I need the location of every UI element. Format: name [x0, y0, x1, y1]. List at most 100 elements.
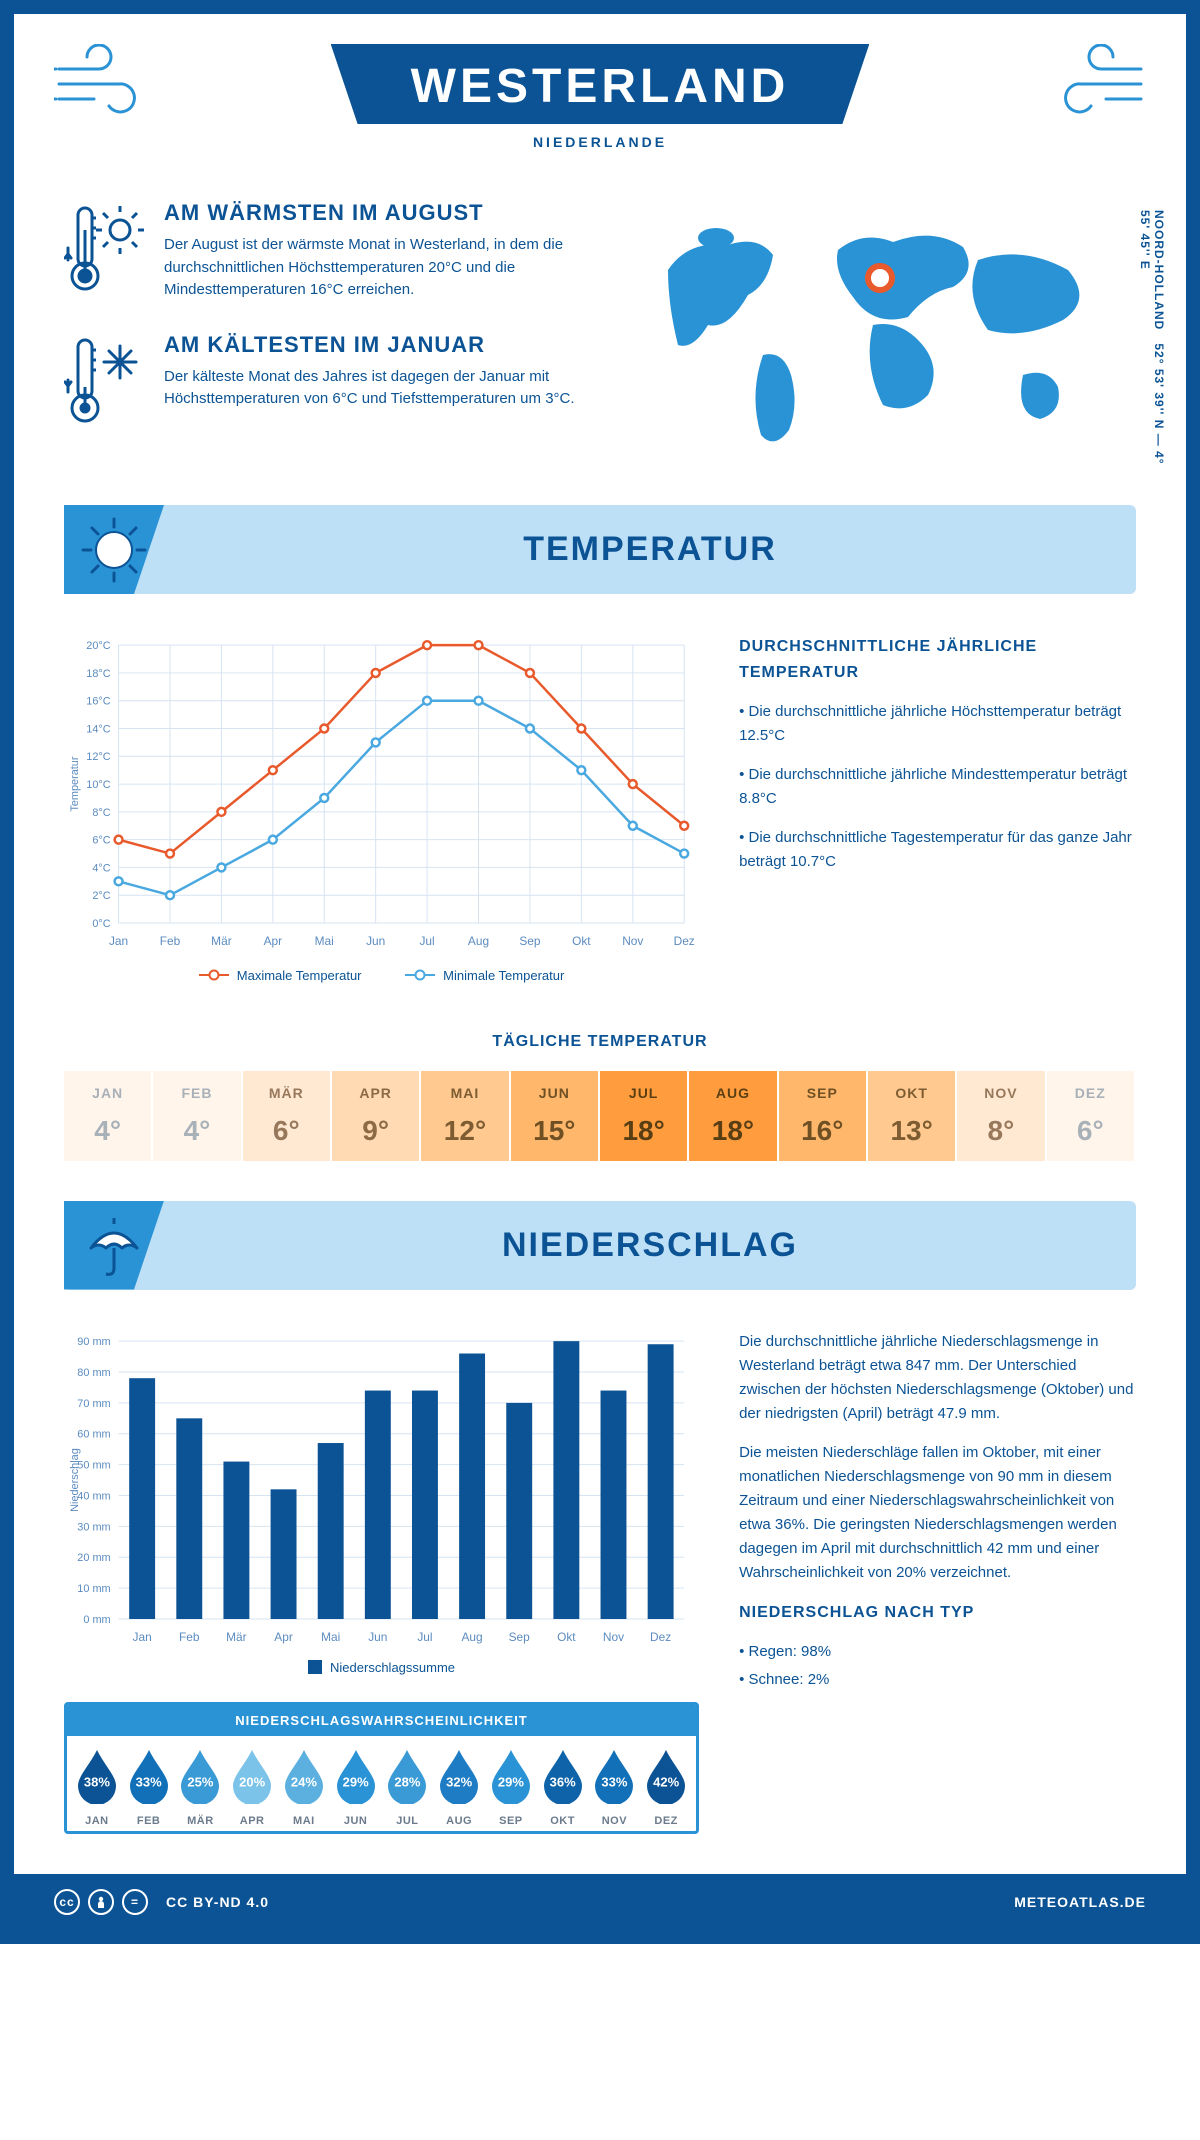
svg-text:16°C: 16°C	[86, 696, 110, 708]
raindrop-icon: 20%	[229, 1748, 275, 1809]
svg-text:8°C: 8°C	[92, 807, 110, 819]
raindrop-icon: 32%	[436, 1748, 482, 1809]
precip-content: 0 mm10 mm20 mm30 mm40 mm50 mm60 mm70 mm8…	[14, 1290, 1186, 1875]
fact-coldest: AM KÄLTESTEN IM JANUAR Der kälteste Mona…	[64, 332, 580, 432]
raindrop-icon: 36%	[540, 1748, 586, 1809]
svg-text:Feb: Feb	[179, 1629, 200, 1643]
daily-temp-cell: OKT13°	[868, 1071, 957, 1161]
precip-bar-chart: 0 mm10 mm20 mm30 mm40 mm50 mm60 mm70 mm8…	[64, 1330, 699, 1650]
precip-title: NIEDERSCHLAG	[184, 1226, 1116, 1265]
svg-text:14°C: 14°C	[86, 723, 110, 735]
daily-temp-grid: JAN4°FEB4°MÄR6°APR9°MAI12°JUN15°JUL18°AU…	[64, 1071, 1136, 1161]
header: WESTERLAND NIEDERLANDE	[14, 14, 1186, 170]
daily-temp-title: TÄGLICHE TEMPERATUR	[64, 1033, 1136, 1051]
prob-cell: 25% MÄR	[177, 1748, 225, 1827]
temperature-title: TEMPERATUR	[184, 530, 1116, 569]
svg-text:Sep: Sep	[509, 1629, 531, 1643]
svg-text:Niederschlag: Niederschlag	[69, 1448, 81, 1512]
svg-text:6°C: 6°C	[92, 835, 110, 847]
fact-warm-title: AM WÄRMSTEN IM AUGUST	[164, 200, 580, 226]
daily-temp-cell: DEZ6°	[1047, 1071, 1136, 1161]
thermometer-sun-icon	[64, 200, 144, 302]
daily-temp-cell: MAI12°	[421, 1071, 510, 1161]
prob-cell: 28% JUL	[384, 1748, 432, 1827]
svg-text:Okt: Okt	[557, 1629, 576, 1643]
temperature-content: 0°C2°C4°C6°C8°C10°C12°C14°C16°C18°C20°CJ…	[14, 594, 1186, 1023]
prob-cell: 42% DEZ	[642, 1748, 690, 1827]
page-title: WESTERLAND	[411, 59, 790, 114]
svg-text:90 mm: 90 mm	[77, 1336, 110, 1348]
svg-text:20 mm: 20 mm	[77, 1552, 110, 1564]
svg-text:0 mm: 0 mm	[83, 1613, 110, 1625]
precip-p2: Die meisten Niederschläge fallen im Okto…	[739, 1441, 1136, 1585]
svg-text:Feb: Feb	[160, 934, 181, 948]
world-map: NOORD-HOLLAND 52° 53' 39'' N — 4° 55' 45…	[620, 200, 1136, 465]
legend-max: Maximale Temperatur	[237, 968, 362, 983]
daily-temp-cell: FEB4°	[153, 1071, 242, 1161]
bar-chart-legend: Niederschlagssumme	[64, 1660, 699, 1678]
raindrop-icon: 29%	[333, 1748, 379, 1809]
svg-text:Jun: Jun	[368, 1629, 387, 1643]
prob-row: 38% JAN 33% FEB 25% MÄR 20%	[67, 1736, 696, 1831]
svg-text:Dez: Dez	[650, 1629, 671, 1643]
prob-title: NIEDERSCHLAGSWAHRSCHEINLICHKEIT	[67, 1705, 696, 1736]
prob-cell: 36% OKT	[539, 1748, 587, 1827]
daily-temp-cell: SEP16°	[779, 1071, 868, 1161]
page-subtitle: NIEDERLANDE	[14, 134, 1186, 150]
daily-temp-cell: AUG18°	[689, 1071, 778, 1161]
svg-text:20°C: 20°C	[86, 640, 110, 652]
svg-text:Mai: Mai	[321, 1629, 340, 1643]
precip-type-title: NIEDERSCHLAG NACH TYP	[739, 1600, 1136, 1626]
svg-text:Mär: Mär	[226, 1629, 247, 1643]
prob-cell: 20% APR	[228, 1748, 276, 1827]
sun-icon	[64, 505, 164, 594]
svg-text:Nov: Nov	[603, 1629, 624, 1643]
svg-text:Temperatur: Temperatur	[69, 756, 81, 812]
svg-text:Jan: Jan	[133, 1629, 152, 1643]
precip-text: Die durchschnittliche jährliche Niedersc…	[739, 1330, 1136, 1835]
intro-facts: AM WÄRMSTEN IM AUGUST Der August ist der…	[64, 200, 580, 465]
temp-text-title: DURCHSCHNITTLICHE JÄHRLICHE TEMPERATUR	[739, 634, 1136, 685]
temp-bullet-2: • Die durchschnittliche jährliche Mindes…	[739, 763, 1136, 811]
line-chart-legend: Maximale Temperatur Minimale Temperatur	[64, 964, 699, 983]
fact-cold-text: Der kälteste Monat des Jahres ist dagege…	[164, 366, 580, 411]
svg-text:Mai: Mai	[315, 934, 334, 948]
daily-temp-cell: JUL18°	[600, 1071, 689, 1161]
svg-text:12°C: 12°C	[86, 751, 110, 763]
infographic-frame: WESTERLAND NIEDERLANDE	[0, 0, 1200, 1944]
svg-text:2°C: 2°C	[92, 890, 110, 902]
raindrop-icon: 38%	[74, 1748, 120, 1809]
svg-text:18°C: 18°C	[86, 668, 110, 680]
raindrop-icon: 25%	[177, 1748, 223, 1809]
svg-text:80 mm: 80 mm	[77, 1366, 110, 1378]
raindrop-icon: 24%	[281, 1748, 327, 1809]
prob-cell: 29% SEP	[487, 1748, 535, 1827]
thermometer-snow-icon	[64, 332, 144, 432]
daily-temp-cell: MÄR6°	[243, 1071, 332, 1161]
svg-text:10 mm: 10 mm	[77, 1583, 110, 1595]
wind-icon-left	[54, 44, 164, 129]
prob-cell: 32% AUG	[435, 1748, 483, 1827]
raindrop-icon: 33%	[591, 1748, 637, 1809]
prob-cell: 29% JUN	[332, 1748, 380, 1827]
svg-text:Okt: Okt	[572, 934, 591, 948]
daily-temp-cell: JAN4°	[64, 1071, 153, 1161]
raindrop-icon: 42%	[643, 1748, 689, 1809]
precip-probability-box: NIEDERSCHLAGSWAHRSCHEINLICHKEIT 38% JAN …	[64, 1702, 699, 1834]
svg-text:Jun: Jun	[366, 934, 385, 948]
fact-cold-title: AM KÄLTESTEN IM JANUAR	[164, 332, 580, 358]
temp-bullet-1: • Die durchschnittliche jährliche Höchst…	[739, 700, 1136, 748]
prob-cell: 24% MAI	[280, 1748, 328, 1827]
svg-text:Apr: Apr	[264, 934, 283, 948]
site-name: METEOATLAS.DE	[1014, 1894, 1146, 1910]
temp-bullet-3: • Die durchschnittliche Tagestemperatur …	[739, 826, 1136, 874]
precip-legend: Niederschlagssumme	[330, 1660, 455, 1675]
svg-text:Mär: Mär	[211, 934, 232, 948]
section-header-temperature: TEMPERATUR	[64, 505, 1136, 594]
svg-text:4°C: 4°C	[92, 862, 110, 874]
title-banner: WESTERLAND	[331, 44, 870, 124]
umbrella-icon	[64, 1201, 164, 1290]
raindrop-icon: 29%	[488, 1748, 534, 1809]
svg-text:Sep: Sep	[519, 934, 541, 948]
fact-warmest: AM WÄRMSTEN IM AUGUST Der August ist der…	[64, 200, 580, 302]
